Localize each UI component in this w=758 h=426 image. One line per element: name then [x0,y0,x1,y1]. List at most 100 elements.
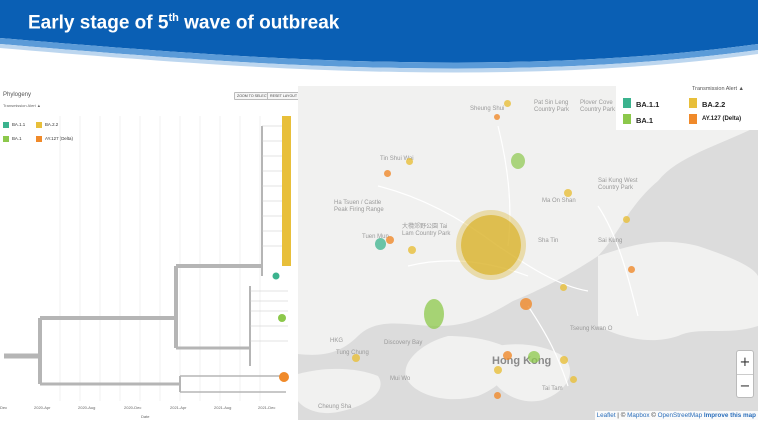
zoom-out-button[interactable]: − [739,379,751,394]
legend-item-ba11: BA.1.1 [3,122,25,128]
place-sha-tin: Sha Tin [538,238,559,244]
case-bubble-delta[interactable] [520,298,532,310]
delta-leaf-marker [279,372,289,382]
place-tung-chung: Tung Chung [336,350,369,356]
place-cheung-sha: Cheung Sha [318,404,352,410]
legend-item-delta: AY.127 (Delta) [36,136,73,142]
place-discovery-bay: Discovery Bay [384,340,423,346]
place-tseung-kwan-o: Tseung Kwan O [570,326,613,332]
case-bubble-ba22[interactable] [408,246,416,254]
x-tick: 2020-Dec [124,405,142,410]
title-superscript: th [168,12,179,24]
x-tick: Dec [0,405,8,410]
openstreetmap-link[interactable]: OpenStreetMap [657,412,703,419]
case-bubble-delta[interactable] [384,170,391,177]
map-attribution: Leaflet | © Mapbox © OpenStreetMap Impro… [594,411,758,420]
legend-label: BA.2.2 [45,122,59,128]
place-sheung-shui: Sheung Shui [470,106,505,112]
phylogeny-tree [4,116,291,401]
legend-swatch [689,114,697,124]
legend-label: BA.1 [12,136,22,142]
legend-swatch [36,122,42,128]
legend-swatch [3,136,9,142]
phylogeny-gridlines [59,116,261,401]
case-bubble-ba22[interactable] [406,158,413,165]
case-bubble-delta[interactable] [628,266,635,273]
ba1-leaf-marker [278,314,286,322]
legend-swatch [623,114,631,124]
place-hong-kong: Hong Kong [492,355,552,367]
case-bubble-delta[interactable] [386,236,394,244]
case-cluster-bubble-ba22-large[interactable] [461,215,521,275]
legend-label: BA.1 [636,116,654,125]
legend-swatch [36,136,42,142]
x-axis-label: Date [141,414,150,419]
place-tai-tam: Tai Tam [542,386,563,392]
case-bubble-ba22[interactable] [560,356,568,364]
x-tick: 2021-Aug [214,405,232,410]
place-sai-kung-west: Sai Kung West Country Park [598,178,638,191]
phylogeny-title: Phylogeny [3,92,32,98]
x-tick: 2020-Aug [78,405,96,410]
map-basemap[interactable] [298,86,758,420]
ba11-leaf-marker [272,272,280,280]
map-zoom-control: + − [736,350,754,398]
legend-label: BA.1.1 [12,122,26,128]
legend-swatch [689,98,697,108]
case-bubble-delta[interactable] [503,351,512,360]
legend-label: BA.2.2 [702,100,726,109]
legend-label: AY.127 (Delta) [45,136,73,142]
x-tick: 2020-Apr [34,405,51,410]
case-bubble-delta[interactable] [494,392,501,399]
ba22-leaf-cluster [282,116,291,266]
zoom-in-button[interactable]: + [737,351,753,375]
attribution-separator: | © [615,412,628,419]
slide-title: Early stage of 5th wave of outbreak [28,12,339,34]
place-hkg: HKG [330,338,344,344]
place-ma-on-shan: Ma On Shan [542,198,576,204]
header-wave-graphic [0,0,758,73]
case-bubble-ba22[interactable] [570,376,577,383]
case-bubble-ba1[interactable] [424,299,444,329]
legend-swatch [623,98,631,108]
case-bubble-ba11[interactable] [375,238,386,250]
legend-swatch [3,122,9,128]
transmission-alert-toggle[interactable]: Transmission Alert ▲ [3,103,41,108]
title-prefix: Early stage of 5 [28,12,169,34]
legend-item-ba22: BA.2.2 [36,122,58,128]
map-legend-item-ba1: BA.1 [623,114,654,125]
case-bubble-ba22[interactable] [352,354,360,362]
map-legend-item-ba11: BA.1.1 [623,98,659,109]
place-pat-sin-leng: Pat Sin Leng Country Park [534,100,570,113]
place-tuen-mun: Tuen Mun [362,234,389,240]
case-bubble-ba22[interactable] [504,100,511,107]
place-tai-lam: 大欖郊野公園 Tai Lam Country Park [402,224,451,237]
place-tin-shui-wai: Tin Shui Wai [380,156,414,162]
case-bubble-ba22[interactable] [560,284,567,291]
case-bubble-ba1[interactable] [511,153,525,169]
x-tick: 2021-Apr [170,405,187,410]
x-tick: 2021-Dec [258,405,276,410]
case-bubble-delta[interactable] [494,114,500,120]
map-legend-item-delta: AY.127 (Delta) [689,114,742,124]
case-bubble-ba1[interactable] [528,351,540,363]
case-bubble-ba22[interactable] [494,366,502,374]
legend-label: AY.127 (Delta) [702,116,742,122]
map-legend: Transmission Alert ▲ BA.1.1 BA.2.2 BA.1 … [616,86,758,130]
case-bubble-ba22[interactable] [564,189,572,197]
leaflet-link[interactable]: Leaflet [596,412,616,419]
slide-header: Early stage of 5th wave of outbreak [0,0,758,78]
case-bubble-ba22[interactable] [623,216,630,223]
transmission-alert-toggle[interactable]: Transmission Alert ▲ [692,86,745,92]
attribution-separator: © [649,412,658,419]
place-plover-cove: Plover Cove Country Park [580,100,616,113]
improve-map-link[interactable]: Improve this map [703,412,756,419]
place-mui-wo: Mui Wo [390,376,411,382]
phylogeny-panel: Phylogeny Transmission Alert ▲ ZOOM TO S… [0,86,301,420]
place-ha-tsuen: Ha Tsuen / Castle Peak Firing Range [334,200,384,213]
legend-item-ba1: BA.1 [3,136,22,142]
mapbox-link[interactable]: Mapbox [627,412,650,419]
phylogeny-branches [4,126,286,393]
map-panel[interactable]: Sheung Shui Pat Sin Leng Country Park Pl… [298,86,758,420]
map-legend-item-ba22: BA.2.2 [689,98,726,109]
